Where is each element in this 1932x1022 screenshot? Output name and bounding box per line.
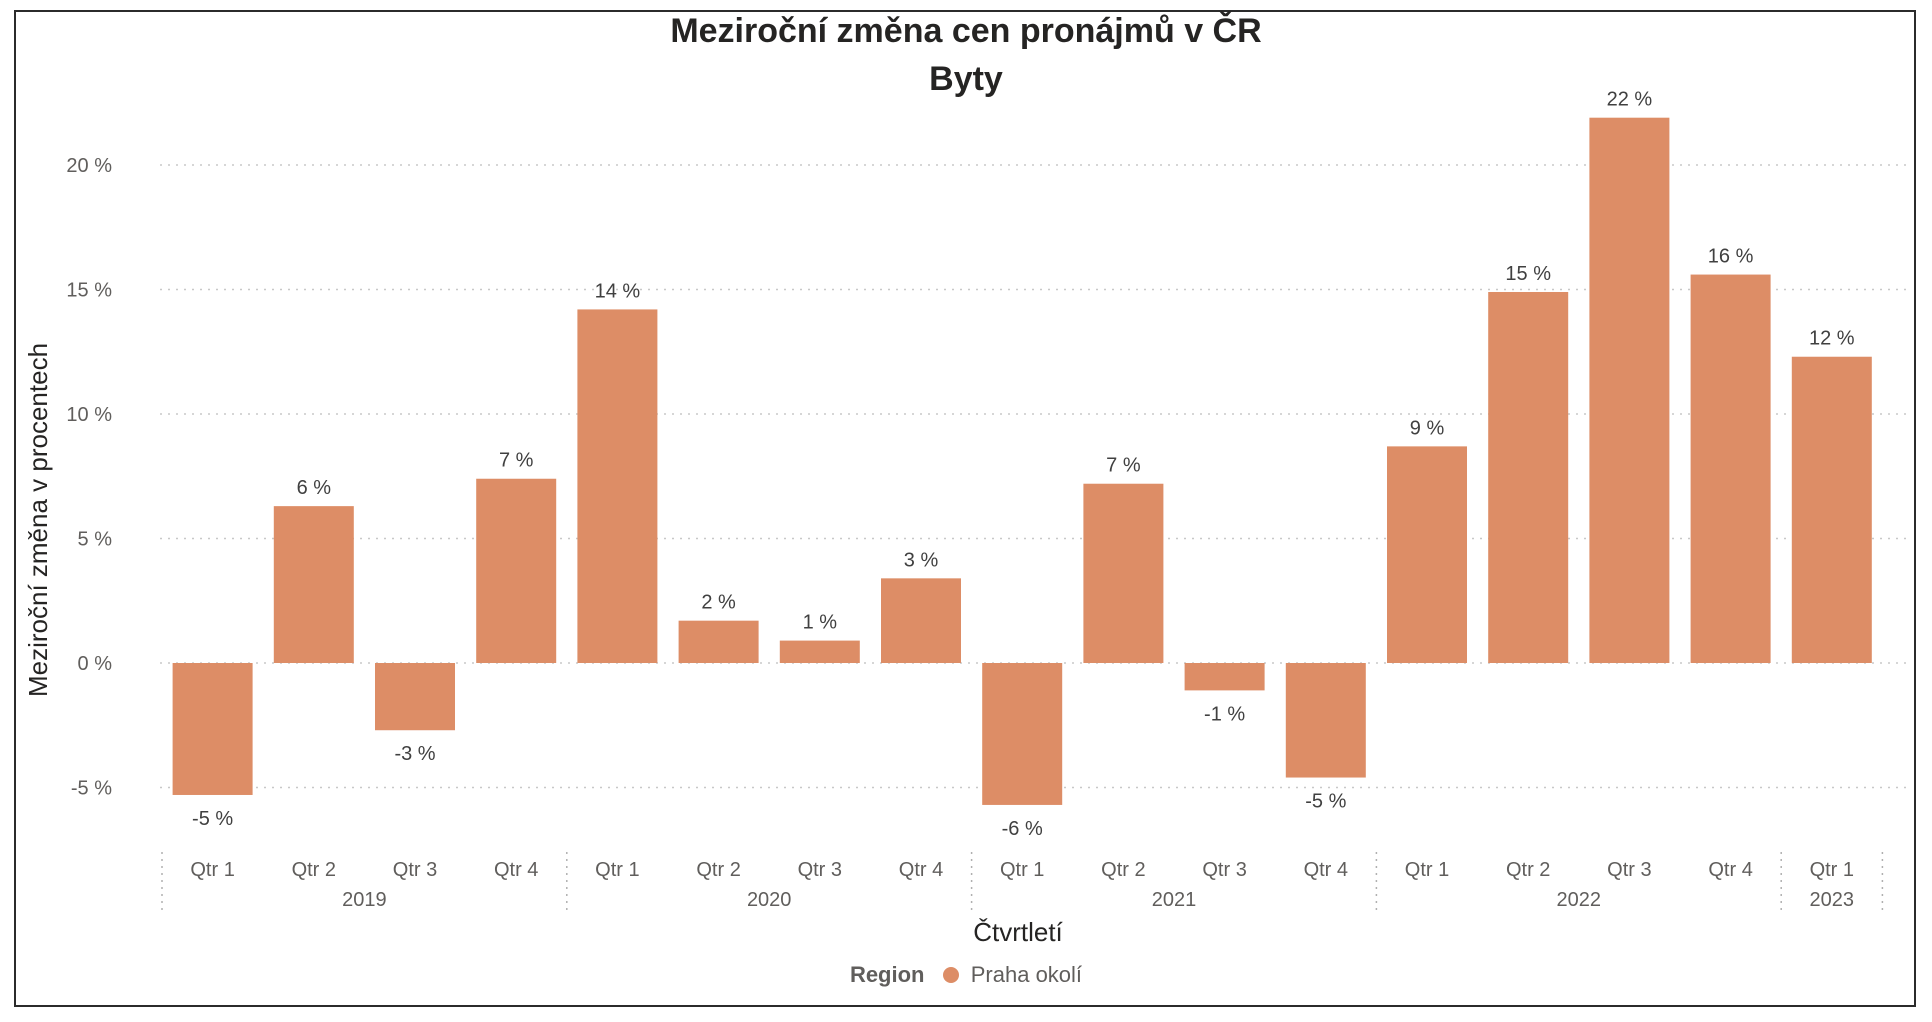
data-label: 1 % — [803, 612, 838, 634]
x-tick-label: Qtr 3 — [393, 859, 437, 881]
bar[interactable] — [1589, 117, 1670, 663]
data-label: 2 % — [701, 592, 736, 614]
bar[interactable] — [1387, 446, 1467, 663]
bar[interactable] — [1791, 356, 1872, 663]
legend: Region Praha okolí — [0, 962, 1932, 988]
data-label: 16 % — [1708, 246, 1754, 268]
x-tick-label: Qtr 1 — [1810, 859, 1854, 881]
bar[interactable] — [1083, 483, 1164, 663]
bar[interactable] — [1184, 663, 1265, 691]
x-tick-label: Qtr 4 — [1304, 859, 1348, 881]
y-axis-title: Meziroční změna v procentech — [23, 343, 53, 697]
x-group-label: 2020 — [747, 889, 792, 911]
y-tick-label: 10 % — [66, 404, 112, 426]
bar[interactable] — [1488, 291, 1569, 663]
bar[interactable] — [172, 663, 253, 795]
x-tick-label: Qtr 4 — [494, 859, 538, 881]
data-label: 14 % — [595, 280, 641, 302]
y-tick-label: 5 % — [78, 529, 113, 551]
x-axis-title: Čtvrtletí — [973, 917, 1063, 947]
bar[interactable] — [375, 663, 455, 731]
x-tick-label: Qtr 3 — [1607, 859, 1651, 881]
x-tick-label: Qtr 1 — [595, 859, 639, 881]
x-tick-label: Qtr 4 — [899, 859, 943, 881]
y-tick-label: 0 % — [78, 653, 113, 675]
chart-title: Meziroční změna cen pronájmů v ČR — [670, 12, 1262, 50]
bar[interactable] — [577, 309, 658, 663]
chart-subtitle: Byty — [929, 60, 1003, 98]
y-tick-label: 15 % — [66, 280, 112, 302]
bar[interactable] — [881, 578, 961, 663]
legend-title: Region — [849, 962, 925, 987]
data-label: 9 % — [1410, 417, 1445, 439]
bar[interactable] — [273, 506, 354, 663]
bar[interactable] — [779, 640, 860, 663]
data-label: 7 % — [499, 450, 534, 472]
x-tick-label: Qtr 3 — [1202, 859, 1246, 881]
bar[interactable] — [982, 663, 1063, 805]
x-group-label: 2019 — [342, 889, 387, 911]
data-label: -5 % — [1305, 791, 1346, 813]
data-label: 12 % — [1809, 328, 1855, 350]
x-group-label: 2023 — [1810, 889, 1855, 911]
x-tick-label: Qtr 1 — [190, 859, 234, 881]
data-label: -1 % — [1204, 703, 1245, 725]
bar[interactable] — [476, 478, 557, 663]
data-label: 7 % — [1106, 455, 1141, 477]
x-tick-label: Qtr 2 — [1101, 859, 1145, 881]
x-tick-label: Qtr 4 — [1708, 859, 1752, 881]
data-label: -3 % — [394, 743, 435, 765]
bar[interactable] — [1690, 274, 1771, 663]
data-label: 15 % — [1505, 263, 1551, 285]
data-label: 6 % — [297, 477, 332, 499]
x-tick-label: Qtr 3 — [798, 859, 842, 881]
x-tick-label: Qtr 2 — [1506, 859, 1550, 881]
x-group-label: 2022 — [1557, 889, 1602, 911]
x-group-label: 2021 — [1152, 889, 1197, 911]
x-tick-label: Qtr 2 — [696, 859, 740, 881]
data-label: 3 % — [904, 549, 939, 571]
legend-swatch — [942, 967, 959, 983]
data-label: -5 % — [192, 808, 233, 830]
y-tick-label: -5 % — [71, 778, 112, 800]
legend-item-label[interactable]: Praha okolí — [970, 962, 1083, 987]
data-label: -6 % — [1002, 818, 1043, 840]
bar[interactable] — [1285, 663, 1366, 778]
x-tick-label: Qtr 1 — [1405, 859, 1449, 881]
x-tick-label: Qtr 2 — [292, 859, 336, 881]
x-tick-label: Qtr 1 — [1000, 859, 1044, 881]
y-tick-label: 20 % — [66, 155, 112, 177]
bar[interactable] — [678, 620, 759, 663]
data-label: 22 % — [1607, 89, 1653, 111]
